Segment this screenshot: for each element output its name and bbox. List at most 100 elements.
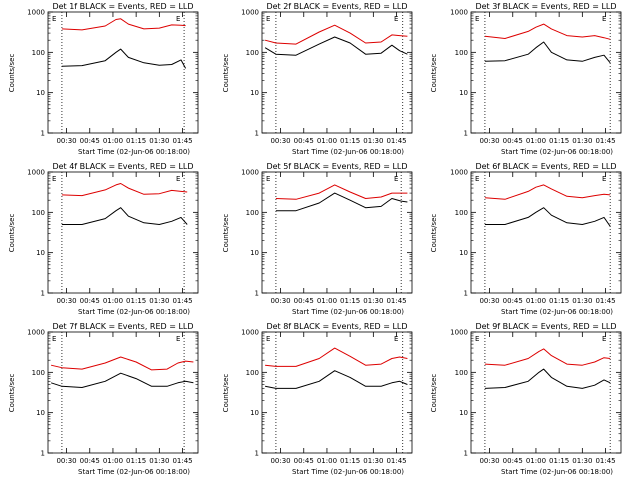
panel-6: Det 6f BLACK = Events, RED = LLD Start T… [430,162,622,316]
panel-8: Det 8f BLACK = Events, RED = LLD Start T… [222,322,413,476]
corner-label-right: E [176,335,180,343]
corner-label-right: E [602,175,606,183]
x-tick-label: 01:00 [526,297,546,305]
panel-title: Det 9f BLACK = Events, RED = LLD [475,322,616,331]
x-tick-label: 00:45 [80,297,100,305]
plot-frame [47,331,199,454]
events-series-line [61,48,187,69]
x-axis-label: Start Time (02-Jun-06 00:18:00) [501,148,613,156]
plot-frame [470,11,622,134]
x-tick-label: 01:00 [317,457,337,465]
y-axis-label: Counts/sec [430,214,438,253]
plot-layer: 1 10 100 1000 00:30 00:45 01:00 01:15 01:30 01:45 [450,169,622,305]
y-tick-label: 1 [41,130,45,138]
plot-layer: 1 10 100 1000 00:30 00:45 01:00 01:15 01:30 01:45 [450,9,622,145]
corner-label-left: E [475,175,479,183]
x-tick-label: 01:45 [172,297,192,305]
plot-frame [261,331,413,454]
panel-7: Det 7f BLACK = Events, RED = LLD Start T… [8,322,199,476]
y-tick-label: 1 [255,450,259,458]
x-tick-label: 00:45 [80,457,100,465]
y-axis-label: Counts/sec [222,374,230,413]
events-series-line [484,368,611,389]
x-tick-label: 01:45 [386,297,406,305]
y-tick-label: 1 [255,130,259,138]
x-tick-label: 00:45 [294,297,314,305]
x-tick-label: 00:30 [270,137,290,145]
x-tick-label: 01:15 [126,137,146,145]
y-tick-label: 100 [32,209,45,217]
y-tick-label: 1000 [450,9,468,17]
y-tick-label: 1 [255,290,259,298]
corner-label-right: E [394,15,398,23]
x-tick-label: 00:30 [479,457,499,465]
y-axis-label: Counts/sec [8,374,16,413]
corner-label-left: E [52,335,56,343]
x-axis-label: Start Time (02-Jun-06 00:18:00) [78,468,190,476]
x-tick-label: 01:15 [549,457,569,465]
y-tick-label: 1 [464,290,468,298]
corner-label-right: E [176,175,180,183]
y-tick-label: 100 [455,369,468,377]
y-tick-label: 100 [246,369,259,377]
lld-series-line [484,23,611,40]
x-tick-label: 00:30 [56,297,76,305]
lld-series-line [484,184,611,200]
corner-label-right: E [176,15,180,23]
y-tick-label: 1000 [241,329,259,337]
x-tick-label: 01:30 [363,297,383,305]
x-tick-label: 01:45 [386,137,406,145]
plot-layer: 1 10 100 1000 00:30 00:45 01:00 01:15 01:30 01:45 [27,9,199,145]
corner-label-left: E [266,15,270,23]
x-tick-label: 01:00 [103,137,123,145]
x-tick-label: 01:15 [549,297,569,305]
x-tick-label: 01:00 [317,297,337,305]
y-tick-label: 10 [459,249,468,257]
lld-series-line [264,24,408,45]
plot-layer: 1 10 100 1000 00:30 00:45 01:00 01:15 01:30 01:45 [27,169,199,305]
y-tick-label: 10 [36,409,45,417]
y-axis-label: Counts/sec [8,214,16,253]
x-tick-label: 00:30 [479,297,499,305]
events-series-line [264,36,408,56]
x-tick-label: 00:45 [503,137,523,145]
corner-label-left: E [52,175,56,183]
y-tick-label: 10 [36,249,45,257]
x-tick-label: 01:45 [386,457,406,465]
y-tick-label: 10 [250,249,259,257]
panel-title: Det 8f BLACK = Events, RED = LLD [266,322,407,331]
plot-layer: 1 10 100 1000 00:30 00:45 01:00 01:15 01:30 01:45 [241,169,413,305]
panel-title: Det 2f BLACK = Events, RED = LLD [266,2,407,11]
x-tick-label: 00:45 [503,457,523,465]
x-tick-label: 01:00 [103,297,123,305]
plot-frame [47,11,199,134]
y-tick-label: 100 [32,49,45,57]
y-tick-label: 10 [250,89,259,97]
x-tick-label: 00:30 [270,457,290,465]
y-tick-label: 100 [32,369,45,377]
y-tick-label: 10 [459,89,468,97]
events-series-line [275,192,408,212]
x-tick-label: 01:00 [526,137,546,145]
x-tick-label: 00:30 [270,297,290,305]
lld-series-line [61,18,186,31]
x-tick-label: 01:15 [126,297,146,305]
panel-title: Det 7f BLACK = Events, RED = LLD [52,322,193,331]
corner-label-left: E [475,335,479,343]
x-tick-label: 00:45 [80,137,100,145]
events-series-line [265,370,408,389]
plot-frame [47,171,199,294]
x-tick-label: 01:00 [103,457,123,465]
y-tick-label: 100 [246,209,259,217]
x-tick-label: 01:30 [149,137,169,145]
panel-title: Det 3f BLACK = Events, RED = LLD [475,2,616,11]
x-tick-label: 01:45 [595,137,615,145]
events-series-line [61,207,188,225]
plot-frame [261,11,413,134]
y-tick-label: 1000 [241,169,259,177]
corner-label-left: E [475,15,479,23]
y-axis-label: Counts/sec [222,54,230,93]
corner-label-left: E [266,335,270,343]
panel-9: Det 9f BLACK = Events, RED = LLD Start T… [430,322,622,476]
